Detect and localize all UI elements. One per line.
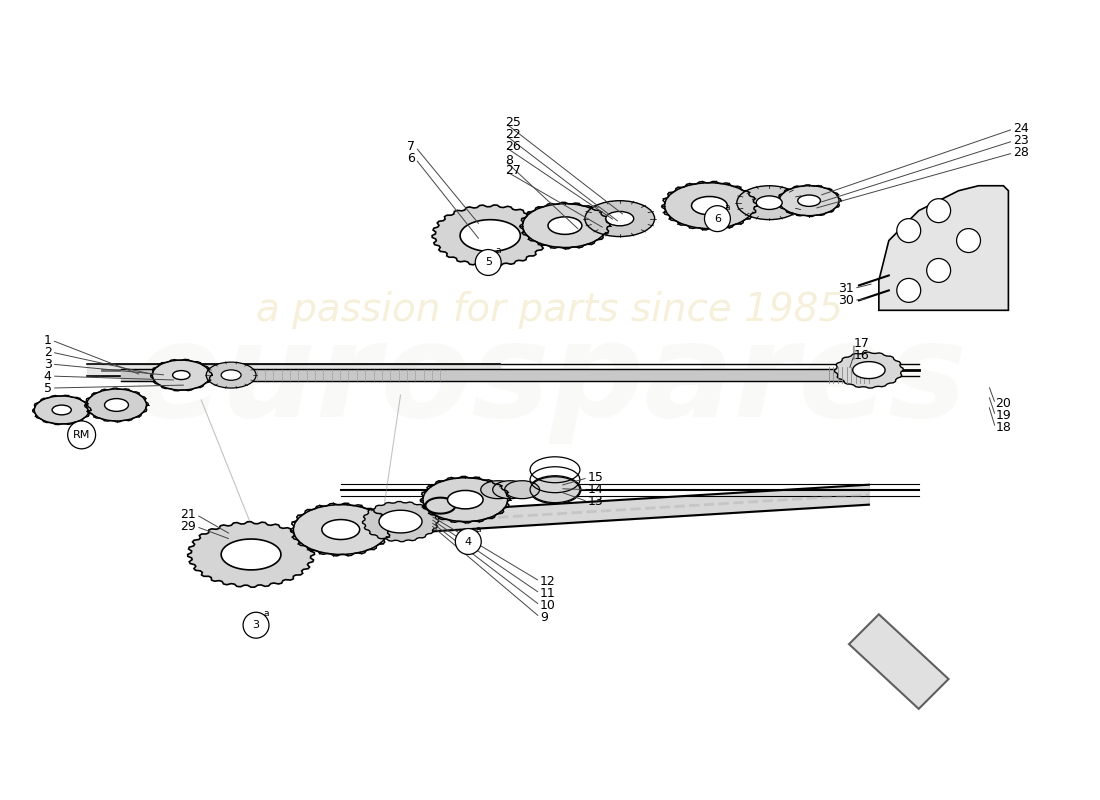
- Ellipse shape: [779, 186, 839, 216]
- Text: RM: RM: [73, 430, 90, 440]
- Text: 23: 23: [1013, 134, 1030, 147]
- Ellipse shape: [52, 405, 72, 415]
- Text: 11: 11: [540, 587, 556, 600]
- Circle shape: [68, 421, 96, 449]
- Ellipse shape: [34, 396, 89, 424]
- Polygon shape: [835, 352, 903, 388]
- Text: 13: 13: [587, 495, 604, 508]
- Ellipse shape: [606, 211, 634, 226]
- Ellipse shape: [664, 182, 755, 229]
- Ellipse shape: [206, 362, 256, 388]
- Ellipse shape: [153, 360, 210, 390]
- Ellipse shape: [322, 519, 360, 539]
- Text: 4: 4: [44, 370, 52, 382]
- Polygon shape: [432, 205, 548, 266]
- Text: 1: 1: [44, 334, 52, 346]
- Ellipse shape: [173, 370, 190, 379]
- Circle shape: [896, 278, 921, 302]
- Polygon shape: [460, 220, 520, 251]
- Text: a: a: [495, 246, 500, 255]
- Polygon shape: [221, 539, 280, 570]
- Polygon shape: [849, 614, 948, 709]
- Text: 8: 8: [505, 154, 514, 167]
- Polygon shape: [363, 502, 439, 542]
- Ellipse shape: [448, 490, 483, 509]
- Text: a: a: [263, 609, 268, 618]
- Ellipse shape: [737, 186, 802, 220]
- Circle shape: [896, 218, 921, 242]
- Text: 10: 10: [540, 598, 556, 612]
- Text: a passion for parts since 1985: a passion for parts since 1985: [256, 291, 844, 330]
- Text: 6: 6: [408, 152, 416, 166]
- Text: a: a: [475, 526, 481, 534]
- Circle shape: [455, 529, 481, 554]
- Ellipse shape: [522, 204, 607, 247]
- Circle shape: [957, 229, 980, 253]
- Ellipse shape: [493, 481, 528, 498]
- Polygon shape: [379, 510, 422, 533]
- Ellipse shape: [585, 201, 654, 237]
- Circle shape: [926, 198, 950, 222]
- Text: 31: 31: [838, 282, 854, 295]
- Text: 24: 24: [1013, 122, 1030, 135]
- Text: 4: 4: [464, 537, 472, 546]
- Ellipse shape: [505, 481, 539, 498]
- Text: 30: 30: [838, 294, 854, 307]
- Text: 3: 3: [253, 620, 260, 630]
- Circle shape: [926, 258, 950, 282]
- Text: 12: 12: [540, 575, 556, 588]
- Ellipse shape: [422, 478, 507, 522]
- Text: 28: 28: [1013, 146, 1030, 159]
- Text: 18: 18: [996, 422, 1011, 434]
- Text: 19: 19: [996, 410, 1011, 422]
- Ellipse shape: [692, 197, 727, 215]
- Ellipse shape: [548, 217, 582, 234]
- Polygon shape: [188, 522, 315, 587]
- Text: eurospares: eurospares: [133, 317, 967, 443]
- Ellipse shape: [798, 195, 821, 206]
- Text: 5: 5: [485, 258, 492, 267]
- Text: 17: 17: [854, 337, 870, 350]
- Text: 5: 5: [44, 382, 52, 394]
- Text: 25: 25: [505, 117, 521, 130]
- Text: 20: 20: [996, 398, 1011, 410]
- Text: 9: 9: [540, 610, 548, 624]
- Ellipse shape: [529, 476, 581, 504]
- Circle shape: [704, 206, 730, 231]
- Text: 2: 2: [44, 346, 52, 358]
- Text: 7: 7: [407, 140, 416, 154]
- Text: a: a: [725, 202, 730, 211]
- Text: 26: 26: [505, 140, 521, 154]
- Ellipse shape: [221, 370, 241, 380]
- Text: 16: 16: [854, 349, 870, 362]
- Circle shape: [243, 612, 270, 638]
- Polygon shape: [852, 362, 886, 378]
- Text: 21: 21: [180, 508, 196, 521]
- Text: 3: 3: [44, 358, 52, 370]
- Ellipse shape: [87, 389, 146, 421]
- Ellipse shape: [104, 398, 129, 411]
- Text: 15: 15: [587, 471, 604, 484]
- Text: 27: 27: [505, 164, 521, 178]
- Text: 14: 14: [587, 483, 604, 496]
- Text: 22: 22: [505, 129, 521, 142]
- Polygon shape: [879, 186, 1009, 310]
- Text: 29: 29: [180, 520, 196, 533]
- Ellipse shape: [481, 481, 516, 498]
- Ellipse shape: [757, 196, 782, 210]
- Ellipse shape: [294, 505, 388, 554]
- Circle shape: [475, 250, 502, 275]
- Text: 6: 6: [714, 214, 720, 224]
